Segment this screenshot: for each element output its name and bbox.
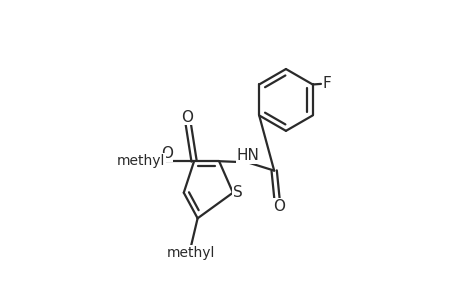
Text: O: O [181,110,193,124]
Text: F: F [322,76,330,92]
Text: methyl: methyl [116,154,165,168]
Text: O: O [273,199,285,214]
Text: S: S [233,185,243,200]
Text: O: O [160,146,172,161]
Text: S: S [233,185,242,200]
Text: methyl: methyl [167,246,215,260]
Text: HN: HN [236,148,259,164]
